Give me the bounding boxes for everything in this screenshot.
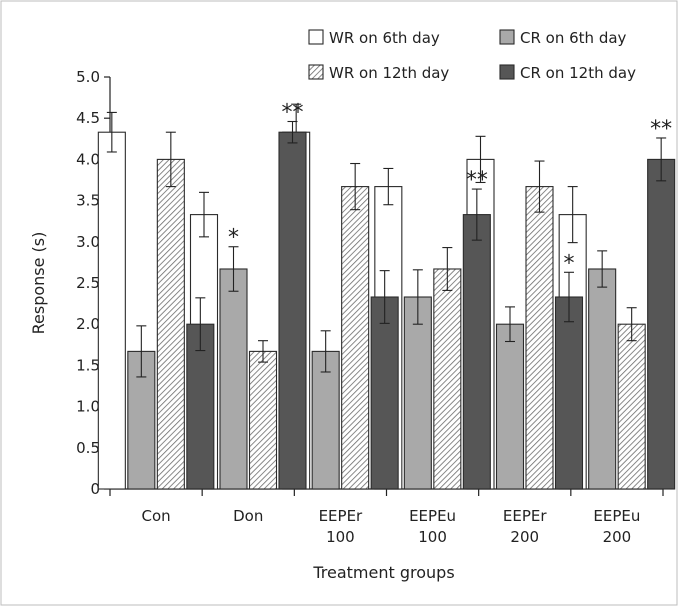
bar xyxy=(278,131,307,490)
bars: ******** xyxy=(97,100,676,490)
bar xyxy=(311,350,340,490)
significance-marker: * xyxy=(228,226,239,251)
bar xyxy=(370,296,399,490)
x-tick-label: Con xyxy=(141,507,170,525)
significance-marker: ** xyxy=(282,100,304,125)
bar xyxy=(97,131,126,490)
significance-marker: * xyxy=(564,251,575,276)
y-axis-title: Response (s) xyxy=(29,232,48,335)
legend-label: CR on 12th day xyxy=(520,64,636,82)
y-tick-label: 3.0 xyxy=(76,233,100,251)
legend: WR on 6th day CR on 6th day WR on 12th day… xyxy=(308,29,636,82)
x-tick-label: EEPEr 200 xyxy=(503,507,547,546)
x-tick-label-line: EEPEr xyxy=(503,507,547,525)
y-tick-label: 5.0 xyxy=(76,68,100,86)
bar xyxy=(433,268,462,490)
y-tick-label: 3.5 xyxy=(76,192,100,210)
bar xyxy=(525,186,554,490)
y-tick-label: 1.0 xyxy=(76,398,100,416)
bar xyxy=(403,296,432,490)
significance-marker: ** xyxy=(466,168,488,193)
bar xyxy=(554,296,584,490)
bar xyxy=(341,186,370,490)
x-tick-label-line: 200 xyxy=(603,528,632,546)
legend-swatch xyxy=(308,29,324,45)
x-tick-label: Don xyxy=(233,507,263,525)
legend-label: WR on 6th day xyxy=(329,29,440,47)
bar xyxy=(156,158,185,490)
x-tick-label-line: 100 xyxy=(418,528,447,546)
y-tick-label: 0 xyxy=(90,480,100,498)
x-tick-label-line: EEPEu xyxy=(409,507,456,525)
legend-swatch xyxy=(308,64,324,80)
y-tick-label: 1.5 xyxy=(76,356,100,374)
legend-swatch xyxy=(499,64,515,80)
bar xyxy=(462,214,491,490)
y-tick-label: 0.5 xyxy=(76,439,100,457)
x-tick-label-line: 200 xyxy=(510,528,539,546)
legend-label: CR on 6th day xyxy=(520,29,627,47)
bar xyxy=(647,158,676,490)
legend-swatch xyxy=(499,29,515,45)
legend-label: WR on 12th day xyxy=(329,64,449,82)
y-tick-label: 4.0 xyxy=(76,150,100,168)
x-axis-title: Treatment groups xyxy=(312,563,454,582)
x-tick-label-line: Con xyxy=(141,507,170,525)
bar xyxy=(495,323,525,490)
x-tick-label: EEPEu 200 xyxy=(593,507,640,546)
y-tick-label: 2.5 xyxy=(76,274,100,292)
x-tick-label-line: EEPEr xyxy=(319,507,363,525)
x-tick-label: EEPEr 100 xyxy=(319,507,363,546)
x-tick-label: EEPEu 100 xyxy=(409,507,456,546)
x-tick-label-line: 100 xyxy=(326,528,355,546)
bar xyxy=(248,350,278,490)
bar xyxy=(219,268,248,490)
y-tick-label: 2.0 xyxy=(76,315,100,333)
x-tick-label-line: EEPEu xyxy=(593,507,640,525)
y-tick-label: 4.5 xyxy=(76,109,100,127)
bar xyxy=(588,268,617,490)
x-tick-label-line: Don xyxy=(233,507,263,525)
bar xyxy=(617,323,646,490)
bar xyxy=(186,323,215,490)
significance-marker: ** xyxy=(650,117,672,142)
